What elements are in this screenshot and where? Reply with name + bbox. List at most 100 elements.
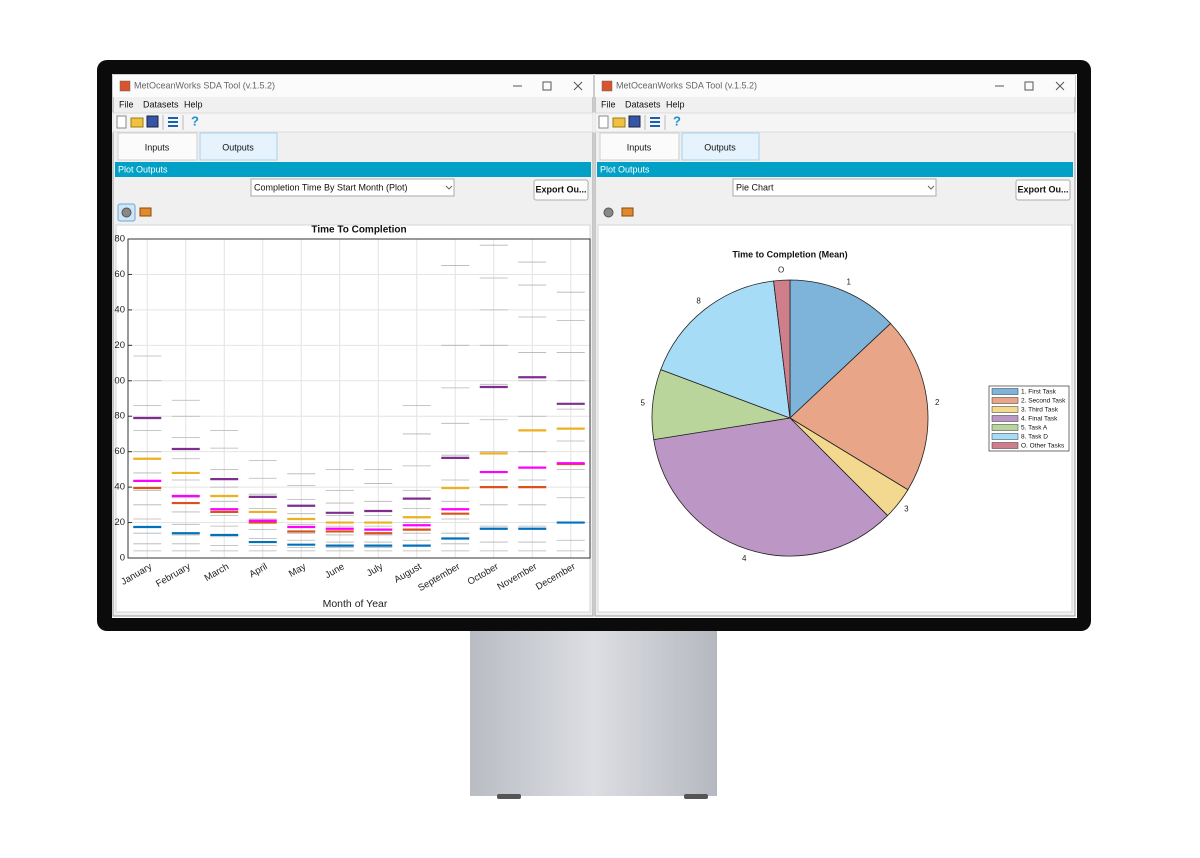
open-icon[interactable] (612, 117, 626, 128)
pie-slice (789, 322, 929, 491)
slice-label: 1 (847, 277, 852, 286)
y-tick-label: 20 (114, 517, 125, 528)
toolbar (594, 112, 1076, 133)
legend-label: 5. Task A (1021, 425, 1048, 432)
legend-swatch (991, 397, 1019, 404)
title-bar (595, 75, 1075, 97)
legend-label: 1. First Task (1021, 389, 1057, 396)
tab-label[interactable]: Outputs (222, 142, 254, 152)
slice-label: O (778, 265, 784, 274)
tab-label[interactable]: Inputs (627, 142, 652, 152)
panel-header (597, 162, 1073, 177)
close-button[interactable] (1055, 81, 1065, 91)
maximize-button[interactable] (542, 81, 552, 91)
app-icon (601, 80, 613, 92)
legend-swatch (991, 424, 1019, 431)
pie-slice (773, 279, 791, 419)
stand-foot (497, 794, 521, 799)
window-title: MetOceanWorks SDA Tool (v.1.5.2) (616, 80, 757, 90)
tab-label[interactable]: Outputs (704, 142, 736, 152)
title-bar (113, 75, 593, 97)
legend-swatch (991, 415, 1019, 422)
chart-title: Time To Completion (311, 225, 406, 236)
export-button[interactable] (533, 179, 589, 201)
list-icon[interactable] (650, 117, 660, 127)
legend-label: 2. Second Task (1021, 398, 1066, 405)
stand-foot (684, 794, 708, 799)
close-button[interactable] (573, 81, 583, 91)
y-tick-label: 0 (120, 553, 125, 564)
toolbar (112, 112, 594, 133)
save-icon[interactable] (146, 115, 159, 128)
y-tick-label: 40 (114, 304, 125, 315)
y-tick-label: 40 (114, 482, 125, 493)
legend-label: 8. Task D (1021, 434, 1048, 441)
app-icon (119, 80, 131, 92)
export-button[interactable] (1015, 179, 1071, 201)
panel-header (115, 162, 591, 177)
dropdown[interactable] (732, 178, 937, 197)
new-icon[interactable] (116, 115, 127, 129)
image-icon[interactable] (139, 207, 152, 217)
legend-box (988, 385, 1070, 452)
axes-box (127, 238, 591, 559)
slice-label: 3 (904, 505, 909, 514)
export-button-label[interactable]: Export Ou... (535, 184, 586, 194)
window-title: MetOceanWorks SDA Tool (v.1.5.2) (134, 80, 275, 90)
maximize-button[interactable] (1024, 81, 1034, 91)
dropdown-value[interactable]: Completion Time By Start Month (Plot) (254, 182, 408, 192)
y-tick-label: 60 (114, 269, 125, 280)
legend-label: 3. Third Task (1021, 407, 1059, 414)
help-icon[interactable]: ? (191, 113, 199, 128)
tab[interactable] (599, 132, 680, 161)
settings-glyph[interactable] (121, 207, 132, 218)
settings-glyph[interactable] (603, 207, 614, 218)
y-tick-label: 20 (114, 340, 125, 351)
legend-swatch (991, 406, 1019, 413)
legend-swatch (991, 442, 1019, 449)
open-icon[interactable] (130, 117, 144, 128)
plot-panel (115, 224, 591, 613)
dropdown[interactable] (250, 178, 455, 197)
legend-swatch (991, 388, 1019, 395)
menu-item[interactable]: Help (666, 99, 685, 109)
new-icon[interactable] (598, 115, 609, 129)
slice-label: 4 (742, 554, 747, 563)
dropdown-arrow[interactable] (927, 185, 935, 190)
tab-label[interactable]: Inputs (145, 142, 170, 152)
legend-label: 4. Final Task (1021, 416, 1058, 423)
export-button-label[interactable]: Export Ou... (1017, 184, 1068, 194)
y-tick-label: 00 (114, 375, 125, 386)
monitor-stand (470, 628, 717, 796)
menu-item[interactable]: Help (184, 99, 203, 109)
legend-swatch (991, 433, 1019, 440)
x-axis-label: Month of Year (323, 598, 388, 610)
save-icon[interactable] (628, 115, 641, 128)
tab-active[interactable] (199, 132, 278, 161)
help-icon[interactable]: ? (673, 113, 681, 128)
dropdown-value[interactable]: Pie Chart (736, 182, 774, 192)
menu-item[interactable]: Datasets (143, 99, 179, 109)
panel-title: Plot Outputs (118, 164, 168, 174)
tab[interactable] (117, 132, 198, 161)
slice-label: 2 (935, 398, 940, 407)
menu-item[interactable]: File (119, 99, 134, 109)
y-tick-label: 80 (114, 234, 125, 245)
y-tick-label: 80 (114, 411, 125, 422)
slice-label: 5 (641, 398, 646, 407)
slice-label: 8 (696, 297, 701, 306)
legend-label: O. Other Tasks (1021, 443, 1065, 450)
tab-active[interactable] (681, 132, 760, 161)
pie-slice (660, 280, 791, 419)
y-tick-label: 60 (114, 446, 125, 457)
menu-item[interactable]: Datasets (625, 99, 661, 109)
panel-title: Plot Outputs (600, 164, 650, 174)
dropdown-arrow[interactable] (445, 185, 453, 190)
pie-slice (789, 279, 892, 419)
menu-item[interactable]: File (601, 99, 616, 109)
pie-slice (653, 417, 889, 557)
image-icon[interactable] (621, 207, 634, 217)
chart-title: Time to Completion (Mean) (732, 249, 847, 259)
list-icon[interactable] (168, 117, 178, 127)
